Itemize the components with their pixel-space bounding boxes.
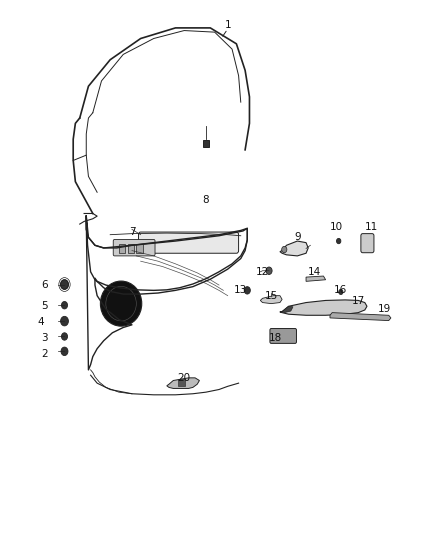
Circle shape [61, 347, 68, 356]
Circle shape [282, 246, 287, 253]
Polygon shape [306, 276, 325, 281]
Text: 14: 14 [308, 267, 321, 277]
Polygon shape [280, 241, 308, 256]
Polygon shape [167, 378, 199, 389]
Polygon shape [330, 313, 391, 320]
FancyBboxPatch shape [270, 328, 297, 343]
Bar [178, 379, 185, 386]
Text: 20: 20 [178, 373, 191, 383]
Text: 15: 15 [265, 290, 278, 301]
Circle shape [60, 317, 68, 326]
Text: 1: 1 [224, 20, 231, 30]
Text: 7: 7 [129, 227, 135, 237]
FancyBboxPatch shape [113, 239, 155, 256]
Text: 2: 2 [42, 349, 48, 359]
Text: 8: 8 [203, 195, 209, 205]
Polygon shape [280, 300, 367, 316]
Text: 18: 18 [269, 333, 282, 343]
Text: 12: 12 [256, 267, 269, 277]
Circle shape [60, 280, 68, 289]
FancyBboxPatch shape [361, 233, 374, 253]
Circle shape [61, 333, 67, 340]
Text: 19: 19 [378, 304, 391, 314]
Bar [119, 244, 125, 253]
Text: 3: 3 [42, 333, 48, 343]
Circle shape [266, 267, 272, 274]
Circle shape [60, 280, 68, 289]
Ellipse shape [106, 286, 136, 321]
Text: 5: 5 [42, 301, 48, 311]
Circle shape [336, 238, 341, 244]
Polygon shape [282, 306, 293, 313]
Bar [127, 244, 134, 253]
Bar [136, 244, 143, 253]
Polygon shape [260, 296, 282, 304]
Text: 9: 9 [294, 232, 300, 243]
Text: 13: 13 [234, 285, 247, 295]
Text: 17: 17 [352, 296, 365, 306]
Circle shape [244, 287, 251, 294]
Text: 10: 10 [330, 222, 343, 232]
Circle shape [339, 289, 343, 295]
Text: 4: 4 [37, 317, 44, 327]
Text: 11: 11 [365, 222, 378, 232]
Text: 6: 6 [42, 280, 48, 290]
Ellipse shape [100, 281, 142, 326]
Circle shape [61, 302, 67, 309]
FancyBboxPatch shape [138, 232, 239, 253]
Text: 16: 16 [334, 285, 347, 295]
FancyBboxPatch shape [203, 140, 209, 147]
